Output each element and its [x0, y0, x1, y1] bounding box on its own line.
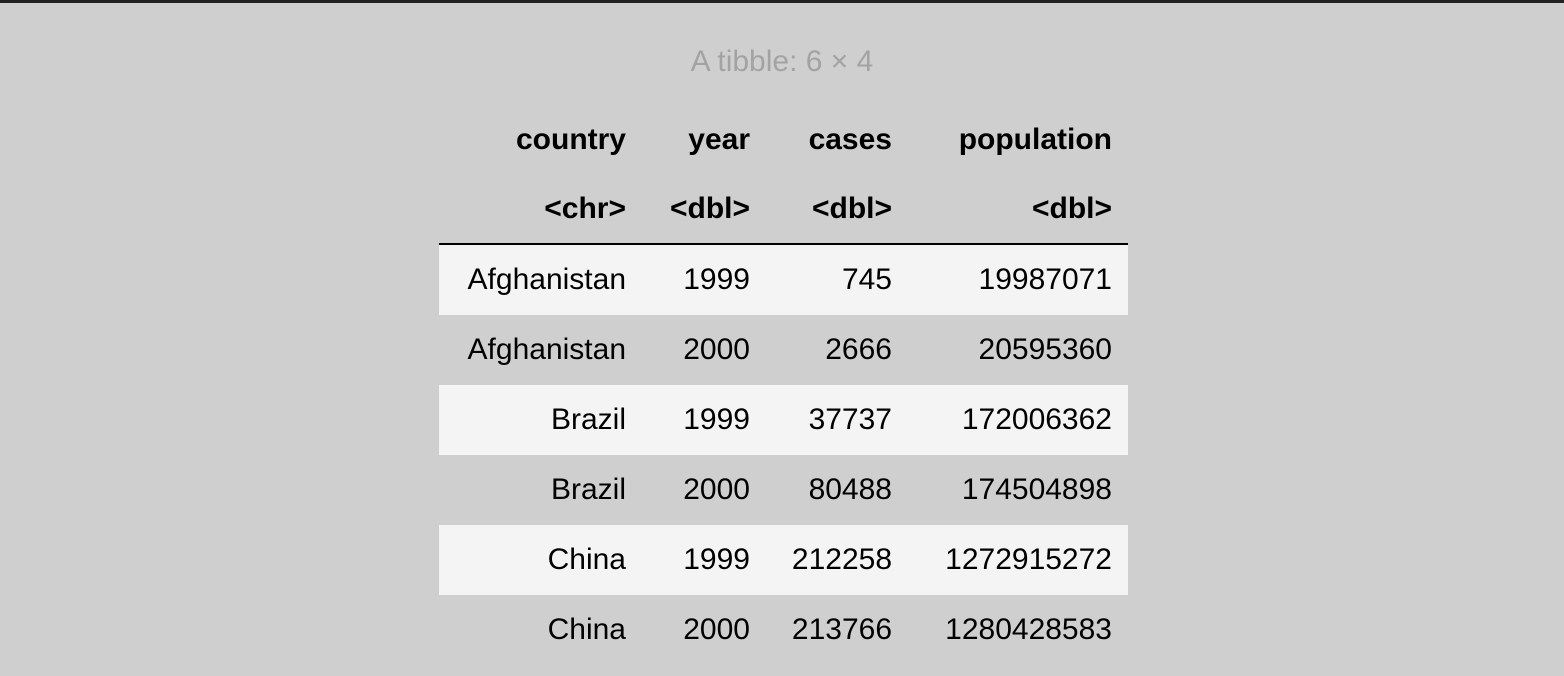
cell-cases: 2666 [825, 333, 892, 366]
cell-cases: 745 [766, 244, 908, 315]
column-type-cases: <dbl> [766, 175, 908, 245]
table-row: China 2000 213766 1280428583 [439, 595, 1128, 665]
column-header-year: year [688, 123, 750, 156]
cell-country: China [439, 525, 642, 595]
column-type-country: <chr> [439, 175, 642, 245]
cell-year: 1999 [642, 244, 766, 315]
cell-population: 1272915272 [908, 525, 1128, 595]
cell-population: 19987071 [908, 244, 1128, 315]
cell-year: 2000 [683, 333, 750, 366]
column-header-cases: cases [808, 123, 892, 156]
cell-country: Brazil [550, 473, 626, 506]
table-row: Afghanistan 1999 745 19987071 [439, 244, 1128, 315]
header-row-names: country year cases population [439, 105, 1128, 175]
cell-year: 2000 [683, 613, 750, 646]
cell-country: Afghanistan [467, 333, 626, 366]
table-row: Afghanistan 2000 2666 20595360 [439, 315, 1128, 385]
cell-population: 1280428583 [945, 613, 1112, 646]
cell-cases: 213766 [791, 613, 892, 646]
cell-population: 172006362 [908, 385, 1128, 455]
table-caption: A tibble: 6 × 4 [690, 45, 874, 78]
cell-population: 174504898 [961, 473, 1112, 506]
column-header-population: population [958, 123, 1112, 156]
cell-population: 20595360 [978, 333, 1112, 366]
column-type-population: <dbl> [908, 175, 1128, 245]
window-top-border [0, 0, 1564, 3]
cell-country: China [547, 613, 626, 646]
table-row: Brazil 1999 37737 172006362 [439, 385, 1128, 455]
column-type-year: <dbl> [642, 175, 766, 245]
header-row-types: <chr> <dbl> <dbl> <dbl> [439, 175, 1128, 245]
cell-cases: 37737 [766, 385, 908, 455]
cell-year: 1999 [642, 525, 766, 595]
cell-year: 2000 [683, 473, 750, 506]
cell-year: 1999 [642, 385, 766, 455]
cell-cases: 212258 [766, 525, 908, 595]
cell-country: Brazil [439, 385, 642, 455]
table-row: Brazil 2000 80488 174504898 [439, 455, 1128, 525]
cell-country: Afghanistan [439, 244, 642, 315]
tibble-table: country year cases population <chr> <dbl… [439, 105, 1128, 665]
cell-cases: 80488 [808, 473, 892, 506]
table-row: China 1999 212258 1272915272 [439, 525, 1128, 595]
column-header-country: country [515, 123, 626, 156]
